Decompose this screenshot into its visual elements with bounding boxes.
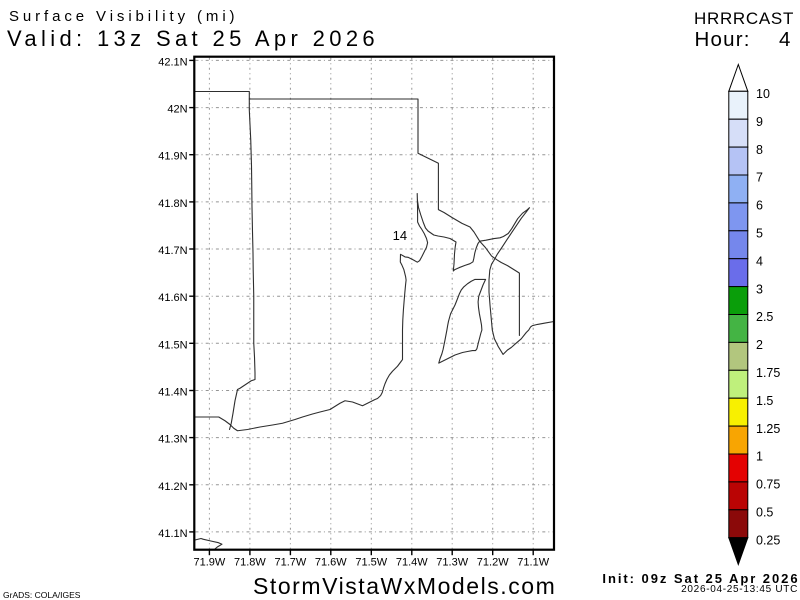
svg-text:41.3N: 41.3N: [158, 434, 187, 446]
svg-text:71.5W: 71.5W: [355, 556, 387, 568]
svg-text:41.9N: 41.9N: [158, 151, 187, 163]
svg-text:41.7N: 41.7N: [158, 245, 187, 257]
svg-text:71.3W: 71.3W: [436, 556, 468, 568]
svg-text:2.5: 2.5: [756, 310, 773, 324]
svg-text:9: 9: [756, 115, 763, 129]
svg-text:71.1W: 71.1W: [517, 556, 549, 568]
svg-text:71.2W: 71.2W: [477, 556, 509, 568]
svg-text:41.8N: 41.8N: [158, 198, 187, 210]
svg-text:3: 3: [756, 282, 763, 296]
svg-text:1.75: 1.75: [756, 366, 780, 380]
svg-text:2: 2: [756, 338, 763, 352]
svg-text:1.5: 1.5: [756, 394, 773, 408]
svg-text:14: 14: [393, 228, 407, 243]
svg-text:1: 1: [756, 450, 763, 464]
svg-text:42.1N: 42.1N: [158, 56, 187, 68]
svg-text:0.5: 0.5: [756, 506, 773, 520]
svg-text:41.6N: 41.6N: [158, 292, 187, 304]
svg-text:0.25: 0.25: [756, 533, 780, 547]
svg-text:71.4W: 71.4W: [396, 556, 428, 568]
svg-text:71.7W: 71.7W: [275, 556, 307, 568]
svg-text:41.5N: 41.5N: [158, 339, 187, 351]
svg-text:0.75: 0.75: [756, 478, 780, 492]
svg-text:4: 4: [756, 254, 763, 268]
svg-text:71.6W: 71.6W: [315, 556, 347, 568]
svg-text:41.2N: 41.2N: [158, 481, 187, 493]
svg-text:71.9W: 71.9W: [194, 556, 226, 568]
svg-text:7: 7: [756, 171, 763, 185]
svg-text:1.25: 1.25: [756, 422, 780, 436]
svg-text:6: 6: [756, 199, 763, 213]
svg-text:5: 5: [756, 227, 763, 241]
svg-text:41.1N: 41.1N: [158, 528, 187, 540]
svg-text:41.4N: 41.4N: [158, 387, 187, 399]
svg-text:10: 10: [756, 87, 770, 101]
svg-text:42N: 42N: [167, 104, 187, 116]
svg-text:71.8W: 71.8W: [234, 556, 266, 568]
svg-text:8: 8: [756, 143, 763, 157]
